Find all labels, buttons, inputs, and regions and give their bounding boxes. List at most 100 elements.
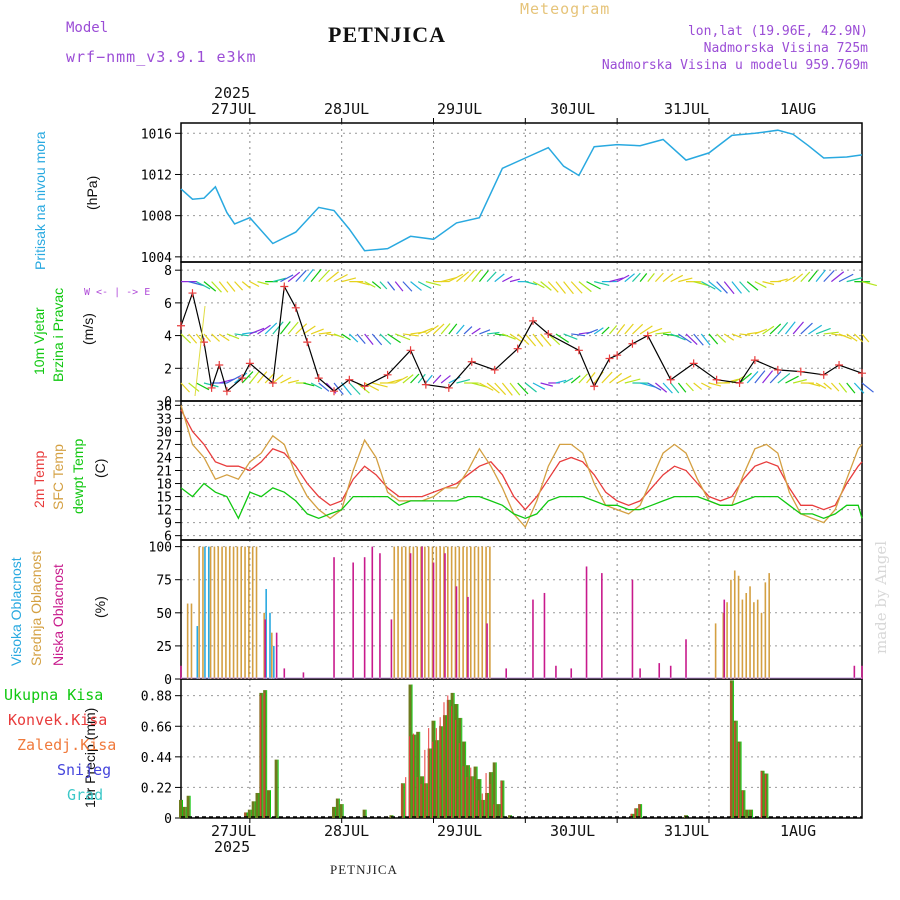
wind-arrow [647, 273, 655, 283]
wind-arrow [846, 382, 856, 394]
wind-arrow [563, 281, 574, 295]
y-tick-label: 27 [156, 438, 172, 453]
wind-arrow [257, 324, 271, 335]
wind-arrow [647, 382, 662, 391]
wind-gust-marker [643, 331, 652, 340]
wind-arrow [762, 325, 775, 335]
wind-arrow [769, 323, 782, 335]
wind-arrow [762, 370, 774, 384]
wind-arrow [356, 333, 366, 345]
bottom-day-label: 28JUL [324, 822, 370, 840]
cloud-panel: 0 25 50 75 100 [149, 539, 863, 688]
wind-arrow [249, 327, 265, 335]
wind-arrow [823, 331, 839, 335]
wind-arrow [379, 333, 392, 345]
model-name: wrf−nmm_v3.9.1 e3km [66, 48, 257, 66]
wind-arrow [448, 376, 461, 384]
wind-arrow [188, 333, 198, 344]
wind-arrow [318, 269, 331, 283]
wind-arrow [509, 278, 521, 283]
wind-gust-marker [245, 359, 254, 368]
wind-arrow [693, 281, 709, 287]
wind-gust-marker [406, 346, 415, 355]
wind-arrow [226, 374, 242, 384]
wind-gust-marker [819, 370, 828, 379]
y-tick-label: 50 [156, 607, 172, 622]
wind-arrow [456, 379, 471, 384]
temp-2m-line [180, 409, 863, 511]
wind-arrow [662, 382, 673, 394]
wind-arrow [555, 333, 570, 343]
top-day-label: 27JUL [211, 100, 257, 118]
wind-gust-marker [215, 361, 224, 370]
y-tick-label: 0.66 [141, 720, 172, 735]
wind-arrow [754, 281, 767, 289]
wind-arrow [708, 281, 722, 293]
wind-arrow [808, 382, 821, 387]
wind-arrow [838, 382, 848, 393]
wind-arrow [563, 377, 574, 384]
y-tick-label: 75 [156, 574, 172, 589]
y-tick-label: 8 [164, 264, 172, 279]
wind-arrow [302, 268, 314, 283]
wind-arrow [800, 271, 811, 283]
wind-arrow [823, 382, 832, 390]
bottom-day-label: 30JUL [550, 822, 596, 840]
legend-snow: Snijeg [57, 761, 112, 779]
wind-arrow [700, 333, 711, 346]
wind-gust-marker [796, 367, 805, 376]
wind-arrow [624, 323, 634, 335]
wind-gust-marker [360, 382, 369, 391]
wind-arrow [471, 327, 481, 335]
wind-gust-marker [590, 382, 599, 391]
wind-arrow [685, 333, 698, 346]
wind-arrow [555, 281, 566, 294]
y-tick-label: 0 [164, 395, 172, 410]
precip-panel: 0 0.22 0.44 0.66 0.88 [141, 678, 863, 827]
wind-gust-marker [666, 375, 675, 384]
wind-arrow [616, 274, 630, 283]
wind-arrow [478, 270, 489, 283]
wind-arrow [616, 324, 626, 335]
wind-arrow [433, 323, 445, 335]
wind-arrow [861, 281, 877, 287]
wind-arrow [547, 333, 561, 346]
precip-total-bar [255, 792, 259, 818]
wind-arrow [739, 372, 752, 384]
wind-arrow [417, 281, 432, 290]
wind-arrow [280, 274, 294, 283]
wind-arrow [280, 376, 292, 384]
wind-arrow [632, 272, 641, 283]
wind-gust-marker [291, 303, 300, 312]
precip-total-bar [186, 795, 190, 818]
wind-arrow [609, 372, 623, 384]
top-day-label: 31JUL [664, 100, 710, 118]
legend-hail: Grad [67, 786, 104, 804]
wind-arrow [654, 272, 664, 283]
wind-arrow [830, 382, 840, 392]
wind-arrow [570, 375, 581, 384]
wind-arrow [196, 281, 211, 290]
wind-gust-marker [712, 375, 721, 384]
wind-arrow [448, 323, 458, 335]
wind-arrow [194, 305, 206, 397]
pressure-frame [180, 122, 863, 263]
y-tick-label: 0.88 [141, 690, 172, 705]
wind-arrow [310, 268, 322, 283]
wind-arrow [540, 333, 552, 347]
wind-arrow [777, 372, 791, 384]
wind-arrow [410, 373, 420, 384]
precip-total-bar [251, 801, 255, 818]
wind-arrow [448, 273, 464, 283]
wind-arrow [731, 333, 742, 339]
wind-arrow [295, 323, 308, 335]
wind-arrow [295, 269, 307, 283]
wind-gust-marker [689, 359, 698, 368]
wind-arrow [272, 321, 284, 335]
wind-arrow [379, 281, 388, 290]
precip-total-bar [179, 799, 182, 818]
temp-dewpt-line [180, 482, 863, 520]
wind-arrow [838, 273, 854, 283]
y-tick-label: 4 [164, 330, 172, 345]
wind-arrow [524, 382, 537, 393]
